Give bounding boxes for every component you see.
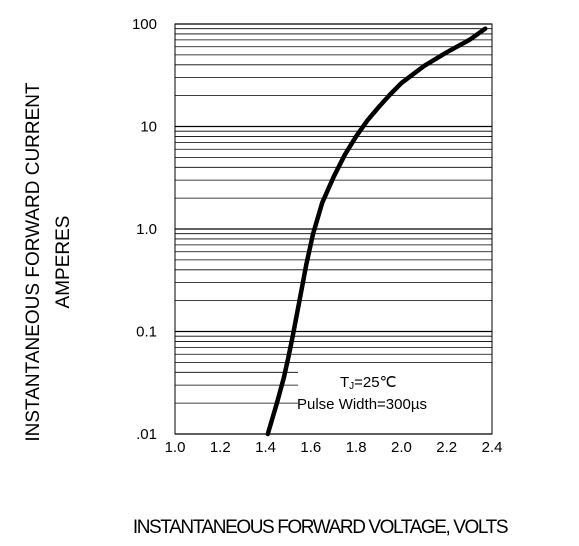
annotation-pulse-width: Pulse Width=300µs bbox=[297, 396, 427, 413]
y-tick-label: 10 bbox=[140, 119, 157, 136]
grid-layer bbox=[175, 23, 492, 435]
x-tick-label: 1.2 bbox=[210, 439, 231, 456]
y-axis-title-line-1: INSTANTANEOUS FORWARD CURRENT bbox=[23, 82, 44, 442]
curve-layer bbox=[265, 26, 488, 437]
y-tick-label: 1.0 bbox=[136, 221, 157, 238]
forward-current-curve bbox=[265, 26, 488, 437]
x-axis-title: INSTANTANEOUS FORWARD VOLTAGE, VOLTS bbox=[133, 517, 508, 538]
y-tick-labels: .01 0.1 1.0 10 100 bbox=[132, 16, 157, 443]
plot-frame bbox=[174, 23, 493, 435]
y-tick-label: 0.1 bbox=[136, 324, 157, 341]
y-axis-title-line-2: AMPERES bbox=[53, 216, 74, 309]
x-tick-label: 1.8 bbox=[346, 439, 367, 456]
x-tick-label: 2.0 bbox=[391, 439, 412, 456]
x-tick-label: 2.4 bbox=[482, 439, 503, 456]
annotation-t-value: =25℃ bbox=[354, 374, 396, 391]
x-tick-labels: 1.0 1.2 1.4 1.6 1.8 2.0 2.2 2.4 bbox=[165, 439, 503, 456]
annotation-t-subscript: J bbox=[349, 381, 354, 392]
annotation-junction-temp: TJ=25℃ bbox=[340, 374, 396, 392]
y-tick-label: 100 bbox=[132, 16, 157, 33]
x-tick-label: 1.0 bbox=[165, 439, 186, 456]
annotation-box bbox=[298, 368, 492, 414]
x-tick-label: 1.4 bbox=[255, 439, 276, 456]
x-tick-label: 1.6 bbox=[300, 439, 321, 456]
y-tick-label: .01 bbox=[136, 426, 157, 443]
x-tick-label: 2.2 bbox=[436, 439, 457, 456]
annotation-t: T bbox=[340, 374, 349, 391]
